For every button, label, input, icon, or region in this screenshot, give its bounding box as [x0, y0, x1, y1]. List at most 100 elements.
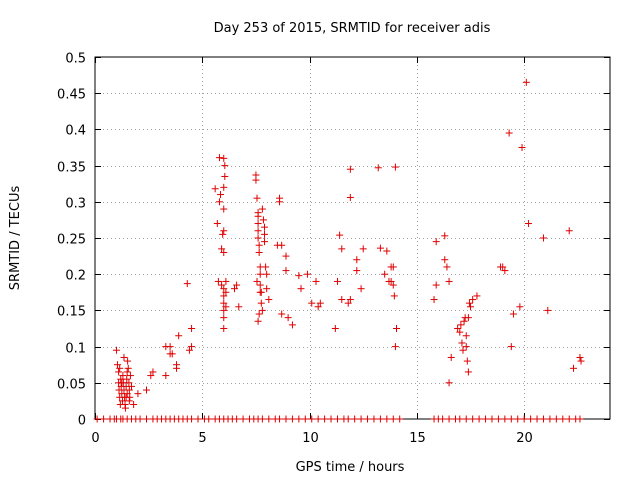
data-point — [509, 310, 517, 318]
data-point — [125, 386, 133, 394]
data-point — [188, 343, 196, 351]
data-point — [220, 248, 228, 256]
data-point — [255, 248, 263, 256]
data-point — [121, 404, 129, 412]
data-point — [276, 198, 284, 206]
data-point — [214, 277, 222, 285]
data-point — [458, 339, 466, 347]
data-point — [220, 205, 228, 213]
data-point — [220, 314, 228, 322]
data-point — [346, 165, 354, 173]
data-point — [122, 393, 130, 401]
data-point — [261, 230, 269, 238]
data-point — [432, 238, 440, 246]
data-point — [464, 368, 472, 376]
y-tick-label: 0.1 — [65, 342, 86, 357]
data-point — [265, 415, 273, 423]
x-tick-label: 5 — [198, 431, 206, 446]
x-tick-label: 15 — [409, 431, 426, 446]
axis-ticks: 0 0.05 0.1 0.15 0.2 0.25 0.3 0.35 0.4 0.45 0.5 0 5 10… — [57, 52, 610, 446]
data-point — [351, 415, 359, 423]
data-point — [263, 270, 271, 278]
y-tick-label: 0.05 — [57, 378, 86, 393]
data-point — [256, 288, 264, 296]
data-point — [123, 368, 131, 376]
data-point — [570, 364, 578, 372]
data-point — [221, 162, 229, 170]
data-point — [443, 263, 451, 271]
data-point — [254, 227, 262, 235]
data-point — [276, 415, 284, 423]
data-point — [262, 263, 270, 271]
data-point — [255, 241, 263, 249]
data-point — [392, 325, 400, 332]
data-point — [473, 292, 481, 300]
data-point — [539, 234, 547, 242]
data-point — [125, 379, 133, 387]
data-point — [233, 415, 241, 423]
data-point — [314, 415, 322, 423]
data-point — [387, 277, 395, 285]
data-point — [494, 415, 502, 423]
data-point — [467, 303, 475, 311]
data-point — [222, 288, 230, 296]
data-point — [119, 372, 127, 380]
y-tick-label: 0.3 — [65, 197, 86, 212]
data-point — [278, 310, 286, 318]
data-point — [220, 285, 228, 293]
data-point — [257, 299, 265, 307]
data-point — [220, 292, 228, 300]
y-tick-label: 0.5 — [65, 52, 86, 67]
y-axis-label: SRMTID / TECUs — [8, 186, 23, 291]
data-point — [456, 415, 464, 423]
x-axis-label: GPS time / hours — [296, 460, 405, 475]
data-point — [381, 270, 389, 278]
data-point — [261, 238, 269, 246]
data-point — [149, 368, 157, 376]
data-point — [221, 172, 229, 180]
data-point — [505, 129, 513, 137]
data-point — [389, 281, 397, 289]
data-point — [215, 154, 223, 162]
data-point — [346, 193, 354, 201]
data-point — [254, 234, 262, 242]
data-point — [527, 415, 535, 423]
data-point — [516, 303, 524, 311]
data-point — [501, 415, 509, 423]
data-point — [213, 220, 221, 228]
y-tick-label: 0.2 — [65, 269, 86, 284]
data-point — [370, 415, 378, 423]
data-point — [255, 310, 263, 318]
y-tick-label: 0.25 — [57, 233, 86, 248]
data-point — [117, 375, 125, 383]
data-point — [321, 415, 329, 423]
data-point — [383, 247, 391, 255]
x-tick-label: 0 — [91, 431, 99, 446]
data-point — [220, 306, 228, 314]
data-point — [124, 364, 132, 372]
data-point — [254, 317, 262, 325]
data-point — [143, 415, 150, 423]
data-point — [308, 415, 316, 423]
data-point — [488, 415, 496, 423]
data-point — [346, 296, 354, 304]
data-point — [344, 299, 352, 307]
data-point — [445, 415, 453, 423]
data-point — [120, 353, 128, 361]
data-point — [357, 285, 365, 293]
data-point — [445, 277, 453, 285]
data-point — [297, 285, 305, 293]
data-point — [441, 256, 449, 264]
data-point — [235, 303, 243, 311]
data-point — [185, 346, 193, 354]
data-point — [333, 277, 341, 285]
data-point — [127, 382, 135, 390]
data-point — [282, 252, 290, 260]
data-point — [577, 357, 585, 365]
x-tick-label: 10 — [302, 431, 319, 446]
data-points — [93, 78, 585, 423]
plot-frame — [94, 56, 611, 420]
data-point — [576, 353, 584, 361]
data-point — [303, 270, 311, 278]
